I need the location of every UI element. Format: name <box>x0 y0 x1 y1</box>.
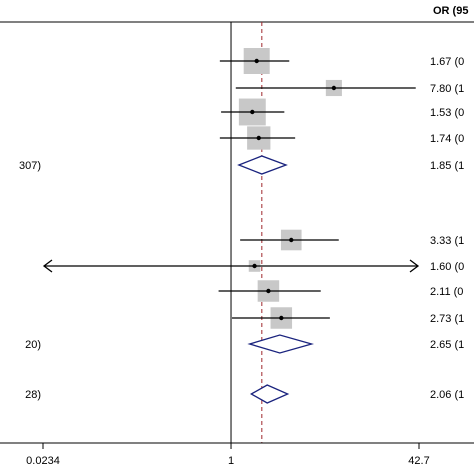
point-estimate <box>250 109 255 115</box>
or-ci-label: 1.67 (0 <box>430 56 464 68</box>
subgroup-label: 20) <box>25 339 41 351</box>
or-ci-label: 1.85 (1 <box>430 160 464 172</box>
point-estimate <box>289 237 294 243</box>
plot-area: 0.0234 1 42.7 1.67 (0 7.80 (1 1.53 (0 1.74 (0 3… <box>0 21 474 467</box>
or-ci-label: 3.33 (1 <box>430 235 464 247</box>
x-tick-label: 1 <box>228 455 234 467</box>
or-ci-label: 1.53 (0 <box>430 107 464 119</box>
column-header: OR (95 <box>433 5 468 17</box>
point-estimate <box>254 58 259 64</box>
or-ci-label: 1.60 (0 <box>430 261 464 273</box>
or-ci-label: 2.11 (0 <box>430 286 463 298</box>
point-estimate <box>279 315 284 321</box>
or-ci-label: 2.06 (1 <box>430 389 464 401</box>
x-tick-label: 0.0234 <box>26 455 60 467</box>
subgroup-label: 28) <box>25 389 41 401</box>
ci-arrow-left <box>42 259 53 273</box>
subgroup-label: 307) <box>19 160 41 172</box>
point-estimate <box>252 263 257 269</box>
or-ci-label: 2.73 (1 <box>430 313 464 325</box>
point-estimate <box>266 288 271 294</box>
x-tick-label: 42.7 <box>408 455 429 467</box>
or-ci-label: 7.80 (1 <box>430 83 464 95</box>
point-estimate <box>256 135 261 141</box>
pooled-diamond <box>247 334 314 354</box>
point-estimate <box>331 85 337 91</box>
or-ci-label: 1.74 (0 <box>430 133 464 145</box>
pooled-diamond <box>237 155 288 175</box>
ci-arrow-right <box>409 259 420 273</box>
pooled-diamond <box>250 384 290 404</box>
or-ci-label: 2.65 (1 <box>430 339 464 351</box>
